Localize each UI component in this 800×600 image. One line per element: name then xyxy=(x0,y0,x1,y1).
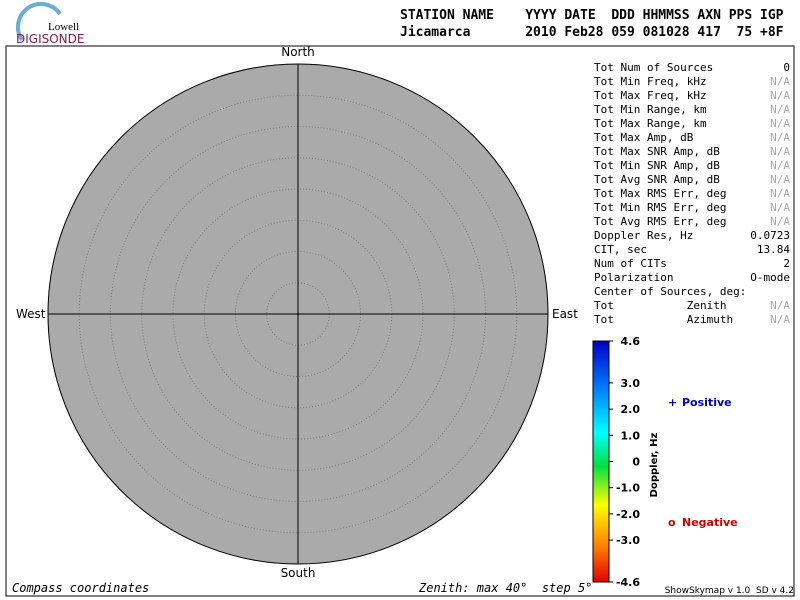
colorbar-tick-label: -3.0 xyxy=(616,534,640,547)
stat-label: Tot Max Freq, kHz xyxy=(594,89,707,102)
colorbar-tick-label: -2.0 xyxy=(616,508,640,521)
footer-left: Compass coordinates xyxy=(12,581,149,595)
skymap xyxy=(47,63,549,565)
compass-north: North xyxy=(281,45,315,59)
stat-value: N/A xyxy=(770,145,790,158)
stat-label: Tot Max Range, km xyxy=(594,117,707,130)
stat-value: N/A xyxy=(770,75,790,88)
compass-east: East xyxy=(552,307,578,321)
colorbar-tick-label: -4.6 xyxy=(616,576,640,589)
legend-positive-symbol: + xyxy=(668,396,677,409)
plot-frame xyxy=(5,45,795,597)
legend-negative: Negative xyxy=(682,516,738,529)
stat-label: Tot Zenith xyxy=(594,299,726,312)
colorbar-tick-label: 2.0 xyxy=(621,403,641,416)
stat-value: N/A xyxy=(770,173,790,186)
stat-label: Tot Azimuth xyxy=(594,313,733,326)
stat-label: Tot Avg SNR Amp, dB xyxy=(594,173,720,186)
colorbar-tick-label: 4.6 xyxy=(621,335,641,348)
stat-label: Tot Avg RMS Err, deg xyxy=(594,215,726,228)
stat-label: CIT, sec xyxy=(594,243,647,256)
stat-label: Center of Sources, deg: xyxy=(594,285,746,298)
stat-value: 0 xyxy=(783,61,790,74)
stat-label: Polarization xyxy=(594,271,673,284)
compass-west: West xyxy=(16,307,46,321)
stat-value: O-mode xyxy=(750,271,790,284)
stat-value: 13.84 xyxy=(757,243,790,256)
colorbar-tick-label: 0 xyxy=(632,456,640,469)
stats-panel: Tot Num of Sources 0 Tot Min Freq, kHz N/A T… xyxy=(594,61,790,326)
stat-value: N/A xyxy=(770,187,790,200)
stat-value: N/A xyxy=(770,103,790,116)
stat-label: Tot Max Amp, dB xyxy=(594,131,694,144)
stat-label: Num of CITs xyxy=(594,257,667,270)
logo-bottom: DIGISONDE xyxy=(16,32,84,46)
stat-value: 0.0723 xyxy=(750,229,790,242)
legend-positive: Positive xyxy=(682,396,732,409)
colorbar-tick-label: -1.0 xyxy=(616,482,640,495)
footer-right: ShowSkymap v 1.0 SD v 4.2 xyxy=(665,586,794,596)
stat-value: N/A xyxy=(770,215,790,228)
footer-center: Zenith: max 40° step 5° xyxy=(418,581,592,595)
stat-label: Tot Num of Sources xyxy=(594,61,713,74)
stat-value: N/A xyxy=(770,89,790,102)
stat-label: Tot Min Range, km xyxy=(594,103,707,116)
stat-value: N/A xyxy=(770,313,790,326)
stat-label: Tot Min RMS Err, deg xyxy=(594,201,726,214)
colorbar-ticks: 4.6 3.0 2.0 1.0 0 -1.0 -2.0 -3.0 -4.6 xyxy=(609,335,640,589)
logo-top: Lowell xyxy=(48,21,79,33)
header-values: Jicamarca 2010 Feb28 059 081028 417 75 +… xyxy=(400,25,784,40)
legend-negative-symbol: o xyxy=(668,516,676,529)
colorbar-tick-label: 3.0 xyxy=(621,377,641,390)
colorbar-tick-label: 1.0 xyxy=(621,429,641,442)
colorbar xyxy=(592,340,610,583)
colorbar-title: Doppler, Hz xyxy=(649,433,660,498)
stat-label: Tot Min Freq, kHz xyxy=(594,75,707,88)
stat-value: N/A xyxy=(770,299,790,312)
stat-value: 2 xyxy=(783,257,790,270)
stat-label: Doppler Res, Hz xyxy=(594,229,693,242)
header-labels: STATION NAME YYYY DATE DDD HHMMSS AXN PP… xyxy=(400,8,784,23)
stat-label: Tot Min SNR Amp, dB xyxy=(594,159,720,172)
stat-value: N/A xyxy=(770,159,790,172)
stat-label: Tot Max RMS Err, deg xyxy=(594,187,726,200)
logo-swoosh xyxy=(16,1,62,42)
compass-south: South xyxy=(281,566,316,580)
stat-label: Tot Max SNR Amp, dB xyxy=(594,145,720,158)
stat-value: N/A xyxy=(770,201,790,214)
stat-value: N/A xyxy=(770,131,790,144)
stat-value: N/A xyxy=(770,117,790,130)
